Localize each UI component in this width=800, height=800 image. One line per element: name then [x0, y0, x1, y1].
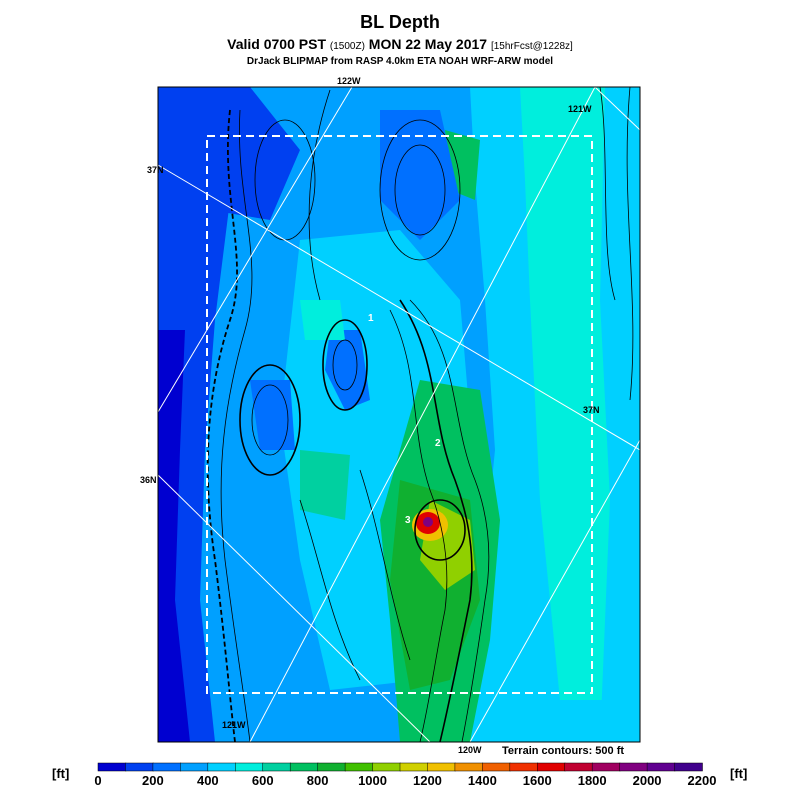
valid-time: Valid 0700 PST (1500Z) MON 22 May 2017 [… [0, 36, 800, 52]
chart-title: BL Depth [360, 12, 440, 32]
grid-lat-37 [157, 164, 641, 451]
forecast-info: [15hrFcst@1228z] [490, 41, 573, 52]
terrain-note: Terrain contours: 500 ft [502, 745, 625, 757]
grid-lon-121 [249, 86, 596, 743]
point-label-3: 3 [405, 515, 411, 526]
colorbar-tick-label: 800 [306, 773, 329, 788]
colorbar-swatch [97, 762, 127, 772]
colorbar-swatch [180, 762, 209, 772]
colorbar-swatch [289, 762, 319, 772]
terrain-contours [206, 86, 634, 743]
lat-label-37-left: 37N [147, 165, 164, 175]
colorbar-swatch [674, 762, 703, 772]
colorbar-swatch [372, 762, 401, 772]
lon-label-121-bottom: 121W [222, 720, 246, 730]
colorbar-tick-label: 400 [196, 773, 219, 788]
grid-lon-122 [157, 86, 353, 413]
colorbar-swatch [207, 762, 237, 772]
colorbar-tick-label: 2200 [687, 773, 717, 788]
colorbar-tick-label: 0 [94, 773, 102, 788]
lat-label-36-left: 36N [140, 475, 157, 485]
valid-time-a: Valid 0700 PST [227, 36, 330, 52]
colorbar-unit-left: [ft] [52, 766, 70, 781]
field-aqua-pocket [300, 300, 345, 340]
point-label-1: 1 [368, 313, 374, 324]
field-darkblue-north [160, 87, 300, 220]
colorbar-swatch [262, 762, 291, 772]
colorbar-unit-right: [ft] [730, 766, 748, 781]
colorbar-swatch [509, 762, 539, 772]
colorbar-swatch [454, 762, 484, 772]
colorbar-swatch [235, 762, 264, 772]
point-label-2: 2 [435, 438, 441, 449]
colorbar-swatch [619, 762, 648, 772]
colorbar-swatch [344, 762, 374, 772]
inner-domain-box [206, 135, 593, 694]
colorbar-swatch [152, 762, 182, 772]
grid-lon-121-edge [594, 86, 641, 131]
colorbar-swatch [482, 762, 511, 772]
colorbar-swatch [317, 762, 346, 772]
colorbar-swatch [427, 762, 456, 772]
colorbar-swatch [125, 762, 154, 772]
colorbar-swatch [537, 762, 566, 772]
field-blue-pocket3 [380, 110, 460, 240]
colorbar-tick-label: 600 [251, 773, 274, 788]
field-deepblue-coast [158, 330, 190, 742]
valid-time-b: MON 22 May 2017 [364, 36, 491, 52]
colorbar-tick-label: 1000 [358, 773, 387, 788]
colorbar [97, 762, 703, 772]
colorbar-swatch [646, 762, 676, 772]
colorbar-tick-label: 1400 [467, 773, 497, 788]
colorbar-swatch [564, 762, 593, 772]
valid-time-zulu: (1500Z) [329, 41, 365, 52]
lon-label-122-top: 122W [337, 76, 361, 86]
field-purple-peak [423, 517, 433, 527]
field-cyan-edge [600, 87, 640, 742]
lon-label-121-top: 121W [568, 104, 592, 114]
lon-label-120-bottom: 120W [458, 745, 482, 755]
colorbar-tick-label: 200 [142, 773, 164, 788]
field-green-west [300, 450, 350, 520]
colorbar-swatch [399, 762, 429, 772]
field-darkblue-coast [158, 87, 250, 742]
colorbar-tick-label: 2000 [632, 773, 662, 788]
map-frame [157, 86, 641, 743]
latlon-grid [157, 86, 641, 743]
field-blue-pocket1 [325, 330, 370, 410]
colorbar-tick-label: 1800 [577, 773, 607, 788]
source-line: DrJack BLIPMAP from RASP 4.0km ETA NOAH … [246, 56, 554, 67]
grid-lon-120 [469, 439, 641, 743]
map-field [158, 87, 640, 742]
colorbar-tick-label: 1600 [522, 773, 552, 788]
colorbar-swatch [591, 762, 621, 772]
colorbar-tick-label: 1200 [412, 773, 442, 788]
lat-label-37-right: 37N [583, 405, 600, 415]
grid-lat-36 [157, 474, 431, 743]
